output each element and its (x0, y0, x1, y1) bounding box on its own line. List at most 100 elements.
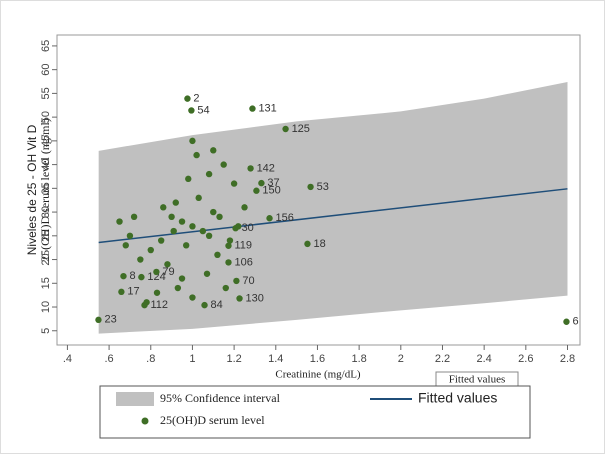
point (266, 215, 273, 222)
y-tick-label: 15 (40, 277, 52, 289)
point-label: 17 (127, 286, 139, 298)
legend (99, 385, 531, 439)
point-label: 79 (162, 266, 174, 278)
x-tick-label: 1.8 (351, 353, 366, 365)
y-title: 25(OH)D serum level (ng/ml) (38, 118, 52, 262)
point (258, 179, 265, 187)
point (164, 261, 171, 268)
point (199, 227, 207, 235)
point-label: 70 (242, 275, 254, 287)
y-tick-label: 65 (40, 40, 52, 52)
legend-swatch (116, 392, 154, 406)
annotation: Fitted values (449, 374, 506, 386)
x-tick-label: 1 (189, 353, 195, 365)
point-label: 23 (104, 314, 116, 326)
point (160, 204, 167, 211)
x-tick-label: 1.2 (226, 353, 241, 365)
legend-label: 95% Confidence interval (160, 391, 281, 405)
point-label: 150 (262, 185, 280, 197)
point (182, 242, 190, 249)
point (143, 299, 150, 306)
point (253, 187, 260, 194)
point (189, 294, 196, 301)
point (214, 251, 221, 259)
point (226, 237, 234, 244)
point-label: 2 (193, 93, 199, 105)
x-tick-label: 2 (398, 353, 404, 365)
y-tick-label: 25 (40, 230, 52, 242)
point (195, 194, 202, 202)
point-label: 53 (317, 181, 329, 193)
x-tick-label: 2.8 (560, 353, 575, 365)
point-label: 84 (211, 299, 223, 311)
y-tick-label: 10 (40, 301, 52, 313)
point-label: 156 (276, 212, 294, 224)
x-tick-label: .4 (63, 353, 72, 365)
point (178, 275, 186, 282)
point-label: 112 (151, 299, 169, 311)
y-tick-label: 50 (40, 111, 52, 123)
point (174, 284, 182, 292)
point (210, 147, 217, 154)
y-tick-label: 20 (40, 253, 52, 265)
x-tick-label: 2.6 (518, 353, 533, 365)
point (122, 242, 129, 249)
point (118, 288, 125, 296)
point-label: 6 (572, 316, 578, 328)
y-tick-label: 40 (40, 158, 52, 170)
point-label: 142 (257, 162, 275, 174)
y-tick-label: 55 (40, 87, 52, 99)
point (222, 284, 229, 292)
point (235, 223, 242, 230)
point-label: 18 (313, 238, 325, 250)
point (189, 223, 196, 230)
point-label: 125 (292, 123, 310, 135)
point-label: 37 (267, 177, 279, 189)
point (137, 256, 144, 263)
point-label: 119 (234, 240, 252, 252)
point (189, 137, 196, 145)
point (230, 180, 238, 187)
point (201, 301, 208, 309)
point-label: 131 (258, 102, 276, 114)
confidence-band (98, 81, 568, 334)
point (157, 237, 165, 244)
point (205, 170, 213, 178)
point (188, 107, 195, 114)
y-tick-label: 5 (40, 328, 52, 334)
point (225, 259, 232, 266)
point (178, 218, 186, 225)
fitted-line (98, 188, 568, 244)
legend-label: 25(OH)D serum level (160, 413, 265, 427)
point (247, 165, 254, 172)
point-label: 8 (129, 270, 135, 282)
x-tick-label: 2.2 (435, 353, 450, 365)
x-title: Creatinine (mg/dL) (275, 369, 361, 381)
point (185, 175, 192, 183)
y-tick-label: 60 (40, 64, 52, 76)
point (233, 277, 240, 285)
point-label: 30 (242, 222, 254, 234)
point (120, 272, 127, 280)
x-tick-label: 1.4 (268, 353, 283, 365)
y-title: Niveles de 25 - OH Vit D (25, 124, 39, 255)
point-label: 106 (234, 256, 252, 268)
point (203, 270, 211, 277)
x-tick-label: 1.6 (310, 353, 325, 365)
point (126, 232, 134, 240)
point (193, 151, 200, 159)
legend-label: Fitted values (418, 390, 497, 406)
point (236, 295, 243, 302)
y-tick-label: 35 (40, 182, 52, 194)
point (138, 273, 145, 281)
point (241, 204, 248, 211)
point (210, 208, 217, 216)
point (307, 183, 314, 191)
point (184, 95, 191, 102)
point (304, 240, 311, 248)
point (220, 161, 227, 168)
point-label: 54 (197, 104, 209, 116)
point (205, 232, 213, 240)
y-tick-label: 30 (40, 206, 52, 218)
